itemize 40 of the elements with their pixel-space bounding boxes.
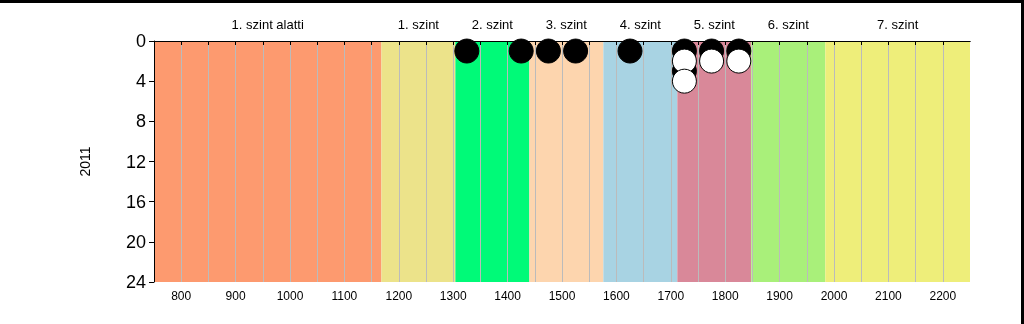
x-tick-label: 1800 xyxy=(711,289,739,303)
point xyxy=(617,38,643,64)
point xyxy=(671,48,697,74)
band-label: 4. szint xyxy=(619,17,662,32)
point xyxy=(699,48,725,74)
y-tick-label: 4 xyxy=(135,71,146,92)
x-tick-label: 1200 xyxy=(385,289,413,303)
x-tick-label: 2000 xyxy=(820,289,848,303)
x-tick-label: 2200 xyxy=(929,289,957,303)
y-tick-label: 24 xyxy=(125,272,146,292)
x-tick-label: 800 xyxy=(171,289,192,303)
x-tick-label: 1400 xyxy=(494,289,522,303)
x-tick-label: 1300 xyxy=(439,289,467,303)
band-label: 1. szint xyxy=(397,17,440,32)
band-label: 3. szint xyxy=(545,17,588,32)
x-tick-label: 1100 xyxy=(331,289,358,303)
y-axis-title: 2011 xyxy=(77,146,93,177)
band-label: 7. szint xyxy=(877,17,919,32)
y-tick-label: 16 xyxy=(125,191,146,212)
band-label: 1. szint alatti xyxy=(231,17,304,32)
y-tick-label: 12 xyxy=(125,151,146,172)
band-label: 2. szint xyxy=(471,17,514,32)
x-tick-label: 1900 xyxy=(766,289,794,303)
band-label: 5. szint xyxy=(693,17,736,32)
point xyxy=(454,38,480,64)
y-tick-label: 8 xyxy=(135,111,146,132)
x-tick-label: 1600 xyxy=(603,289,631,303)
x-tick-label: 1700 xyxy=(657,289,685,303)
point xyxy=(535,38,561,64)
x-tick-label: 900 xyxy=(225,289,246,303)
point xyxy=(671,68,697,94)
band-label: 6. szint xyxy=(767,17,810,32)
x-tick-label: 1000 xyxy=(276,289,304,303)
y-tick-label: 0 xyxy=(135,31,146,51)
x-tick-label: 2100 xyxy=(875,289,903,303)
y-tick-label: 20 xyxy=(125,231,146,252)
point xyxy=(563,38,589,64)
point xyxy=(726,48,752,74)
point xyxy=(508,38,534,64)
x-tick-label: 1500 xyxy=(548,289,576,303)
